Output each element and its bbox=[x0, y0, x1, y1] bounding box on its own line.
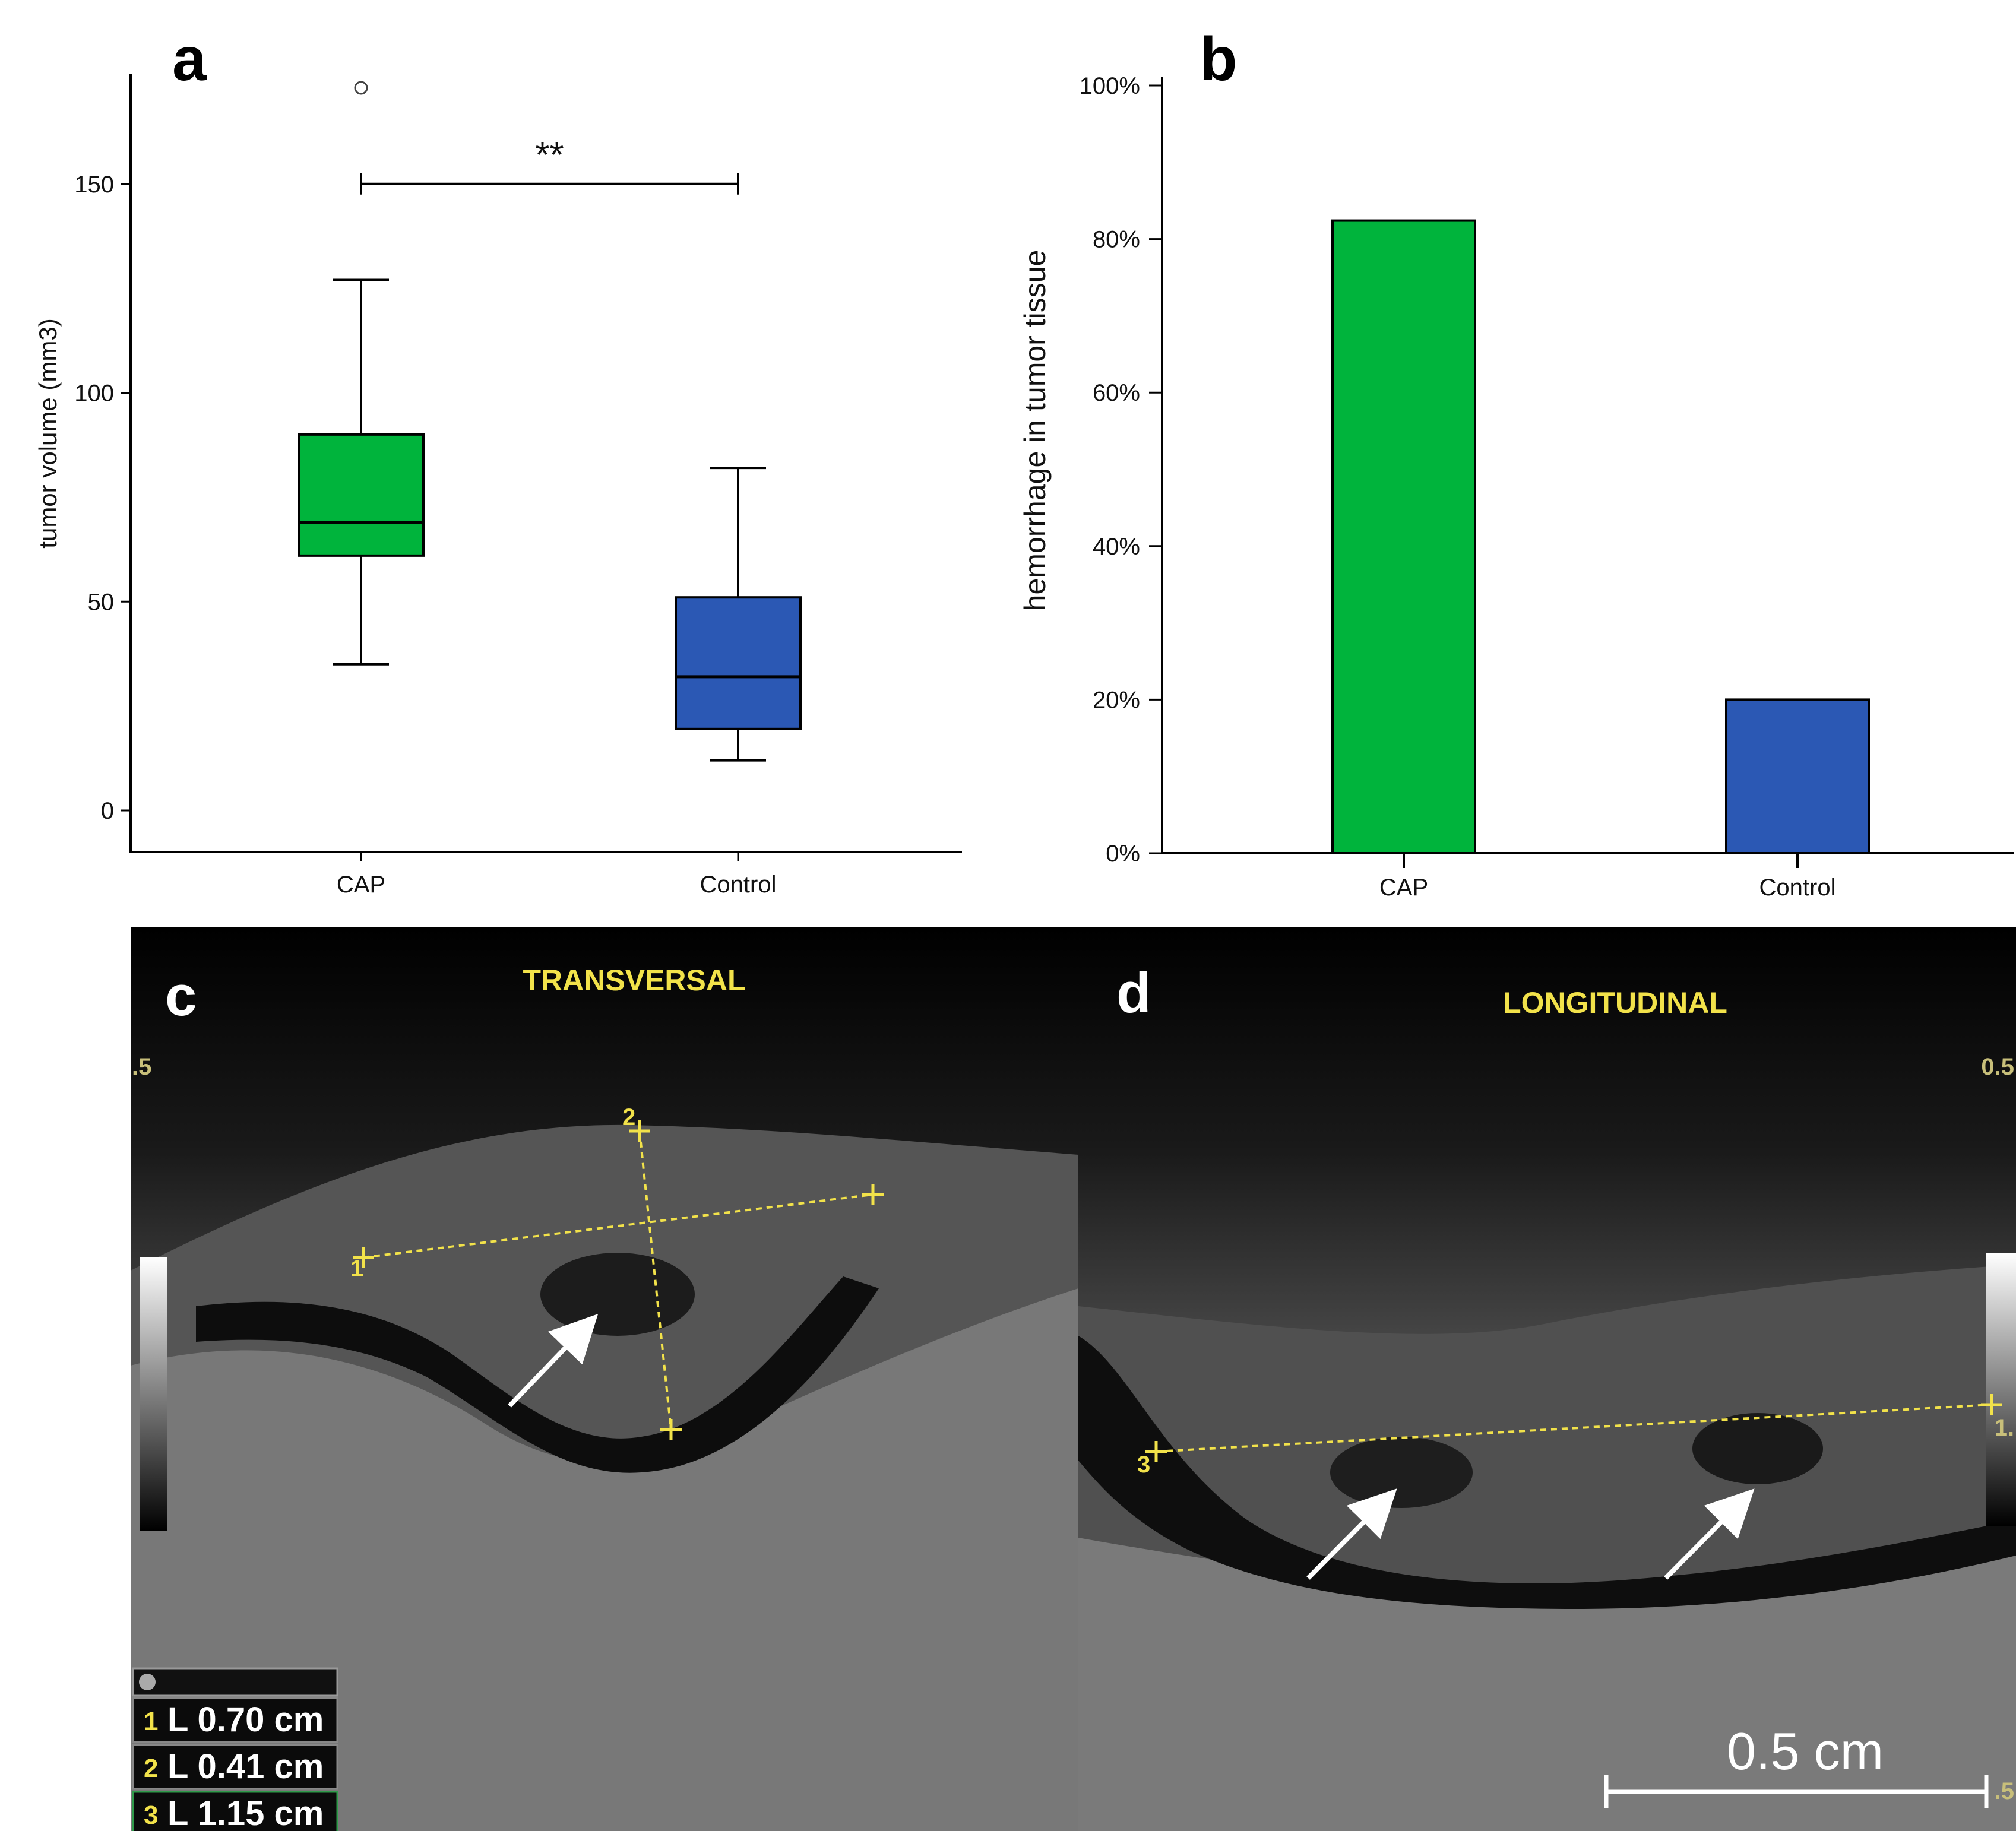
panel-d-marker-3: 3 bbox=[1137, 1452, 1150, 1478]
measurement-number: 2 bbox=[144, 1754, 158, 1783]
panel-b-y-tick-label: 60% bbox=[1093, 380, 1140, 406]
measurement-row bbox=[132, 1744, 338, 1790]
panel-c-measure-line-1 bbox=[363, 1193, 874, 1259]
panel-b-label: b bbox=[1200, 25, 1238, 94]
panel-a-y-axis-label: tumor volume (mm3) bbox=[34, 318, 62, 548]
panel-c-title: TRANSVERSAL bbox=[523, 964, 745, 997]
panel-d-depth-tick-mid: 1. bbox=[1995, 1415, 2014, 1441]
panel-a-x-tick-label: Control bbox=[700, 872, 777, 898]
panel-b-y-axis-label: hemorrhage in tumor tissue bbox=[1018, 250, 1052, 612]
panel-b-y-tick-label: 80% bbox=[1093, 227, 1140, 253]
measurement-value: L 1.15 cm bbox=[167, 1794, 324, 1831]
panel-d-tissue-lower bbox=[1078, 1538, 2016, 1831]
panel-a-x-labels: CAP Control bbox=[337, 852, 777, 898]
panel-d-label: d bbox=[1116, 961, 1151, 1025]
panel-a-y-tick-label: 100 bbox=[74, 381, 114, 407]
panel-c-measure-header bbox=[132, 1667, 338, 1697]
panel-c-marker-1: 1 bbox=[350, 1256, 363, 1282]
panel-c-grayscale-bar bbox=[140, 1257, 167, 1531]
panel-b-y-tick-label: 0% bbox=[1106, 841, 1140, 867]
panel-b-y-tick-label: 100% bbox=[1080, 73, 1140, 99]
panel-d-depth-tick-top: 0.5 bbox=[1981, 1054, 2014, 1080]
panel-a-boxes bbox=[298, 81, 802, 762]
panel-a-x-tick-label: CAP bbox=[337, 872, 385, 898]
panel-b-y-ticks: 0% 20% 40% 60% 80% 100% bbox=[1080, 73, 1162, 867]
bar-cap bbox=[1331, 219, 1476, 854]
box-iqr-cap bbox=[298, 433, 425, 557]
measurement-row bbox=[132, 1791, 338, 1831]
panel-b-y-tick-label: 20% bbox=[1093, 687, 1140, 713]
panel-b: b hemorrhage in tumor tissue 0% 20% 40% 60%… bbox=[1018, 25, 2014, 901]
panel-c-cross-markers bbox=[353, 1120, 884, 1440]
significance-label: ** bbox=[535, 135, 564, 176]
measurement-value: L 0.70 cm bbox=[167, 1700, 324, 1739]
panel-a-significance: ** bbox=[360, 135, 739, 195]
panel-c-measure-line-2 bbox=[638, 1130, 672, 1430]
panel-a-y-ticks: 0 50 100 150 bbox=[74, 172, 131, 824]
panel-a-y-tick-label: 0 bbox=[101, 798, 114, 824]
panel-c-measurements: 1 L 0.70 cm 2 L 0.41 cm 3 L 1.15 cm bbox=[132, 1697, 338, 1831]
panel-c-depth-tick: .5 bbox=[132, 1054, 151, 1080]
panel-d-grayscale-bar bbox=[1986, 1253, 2016, 1526]
panel-b-x-tick-label: CAP bbox=[1379, 875, 1428, 901]
panel-a-y-tick-label: 50 bbox=[88, 589, 115, 615]
panel-d-ultrasound: d LONGITUDINAL 0.5 1. .5 3 0.5 cm bbox=[1078, 927, 2016, 1831]
panel-a: a tumor volume (mm3) 0 50 100 150 CAP Contro… bbox=[34, 25, 962, 898]
panel-b-x-labels: CAP Control bbox=[1379, 853, 1836, 901]
panel-c-dark-lumen bbox=[196, 1276, 879, 1473]
box-iqr-control bbox=[675, 596, 802, 730]
panel-a-label: a bbox=[172, 25, 207, 94]
panel-d-cross-markers bbox=[1145, 1394, 2002, 1462]
panel-d-arrow-1 bbox=[1306, 1488, 1397, 1580]
panel-b-y-tick-label: 40% bbox=[1093, 534, 1140, 560]
panel-d-scale-bar-label: 0.5 cm bbox=[1727, 1722, 1884, 1781]
panel-b-x-tick-label: Control bbox=[1759, 875, 1836, 901]
measurement-number: 1 bbox=[144, 1707, 158, 1736]
measurement-number: 3 bbox=[144, 1801, 158, 1830]
panel-d-arrow-2 bbox=[1664, 1488, 1755, 1580]
measurement-value: L 0.41 cm bbox=[167, 1747, 324, 1786]
panel-c-measure-header-icon bbox=[139, 1674, 156, 1690]
panel-c-ultrasound: .5 c TRANSVERSAL 1 2 1 L 0.70 cm 2 L 0.41 c… bbox=[131, 927, 1078, 1831]
panel-c-marker-2: 2 bbox=[622, 1104, 635, 1130]
box-outlier-point bbox=[354, 81, 368, 95]
panel-d-measure-line-3 bbox=[1156, 1404, 1992, 1453]
panel-d-tumor-core-2 bbox=[1692, 1413, 1823, 1484]
bar-control bbox=[1725, 698, 1870, 855]
panel-c-tissue-lower bbox=[131, 1288, 1078, 1831]
panel-d-depth-tick-bottom: .5 bbox=[1995, 1778, 2014, 1804]
panel-c-label: c bbox=[165, 964, 197, 1028]
panel-c-tumor-core bbox=[540, 1253, 695, 1336]
panel-b-bars bbox=[1331, 219, 1870, 855]
panel-d-title: LONGITUDINAL bbox=[1503, 986, 1727, 1019]
measurement-row bbox=[132, 1697, 338, 1743]
panel-d-tumor-core-1 bbox=[1330, 1437, 1473, 1508]
panel-c-arrow bbox=[508, 1313, 599, 1408]
panel-a-y-tick-label: 150 bbox=[74, 172, 114, 198]
